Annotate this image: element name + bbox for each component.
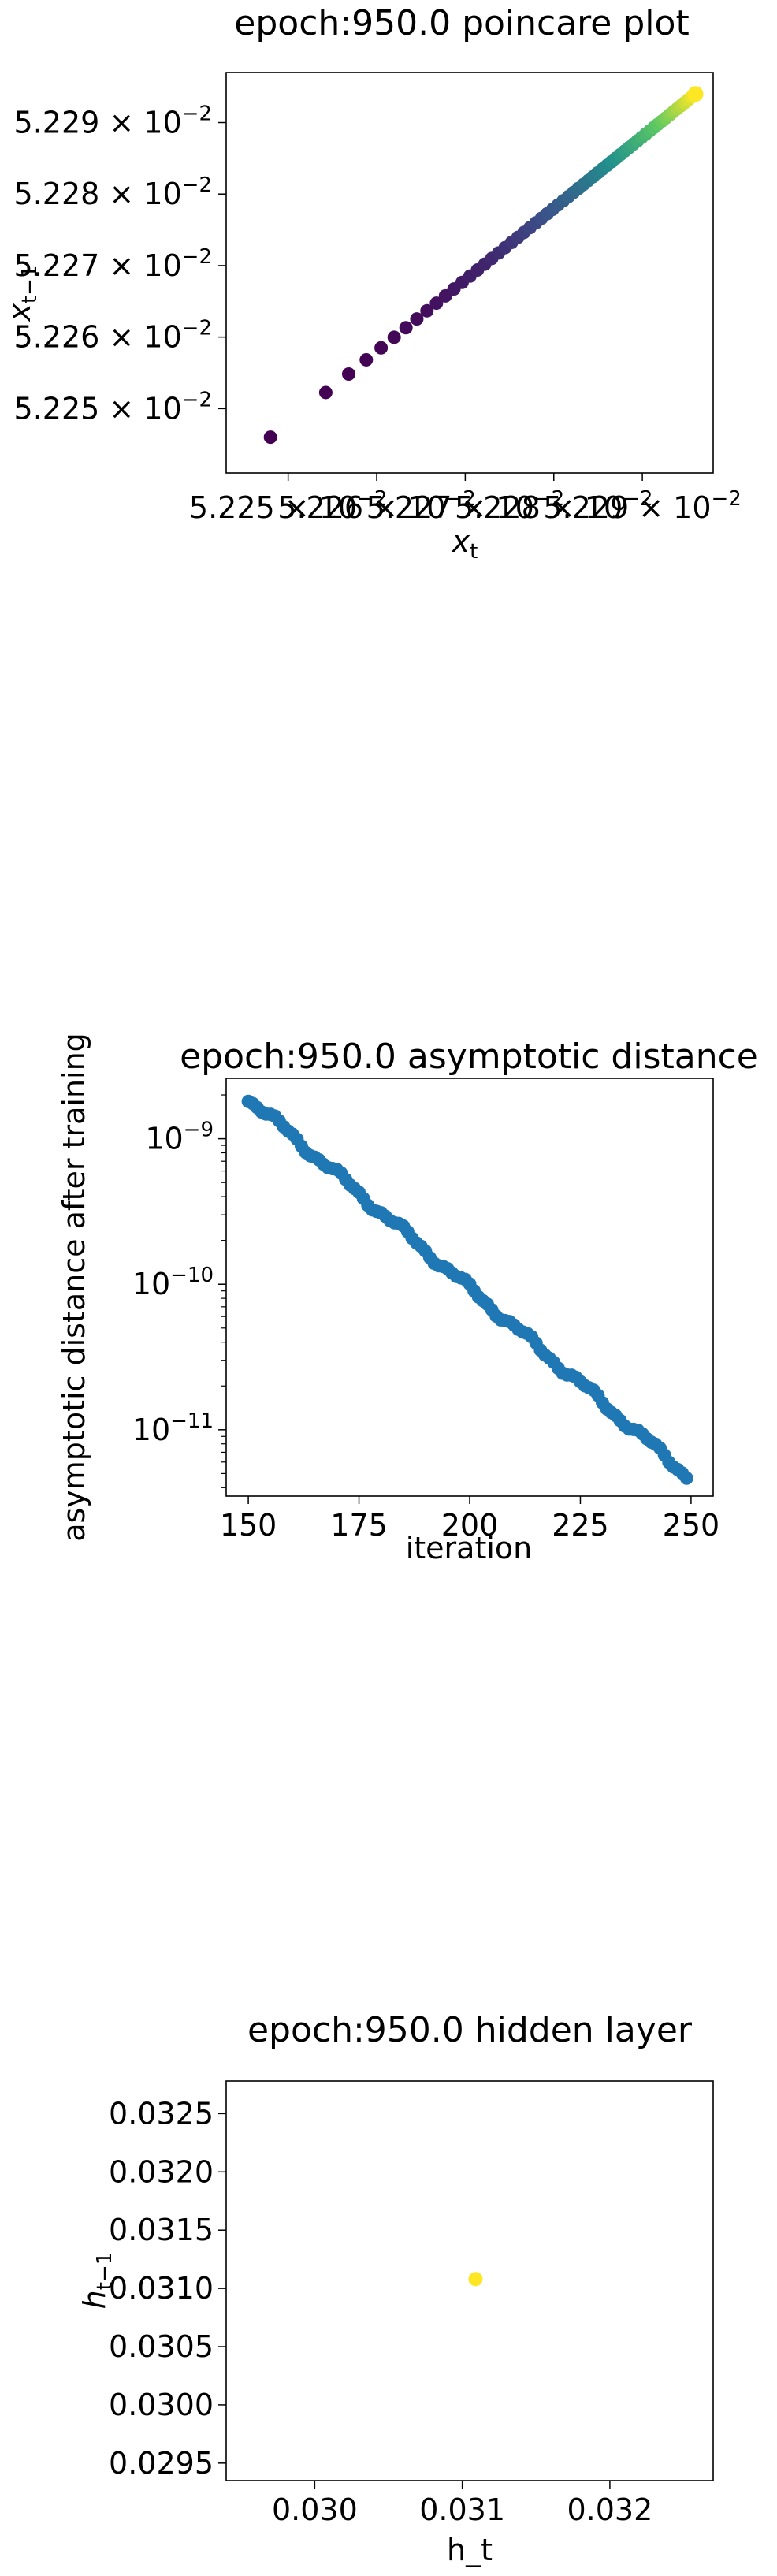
poincare-x-label: xt xyxy=(452,524,478,564)
asymptotic-y-label: asymptotic distance after training xyxy=(57,1033,91,1542)
poincare-point xyxy=(263,430,277,445)
hidden-x-tick-label: 0.031 xyxy=(419,2492,505,2527)
asymptotic-y-tick-label: 10−9 xyxy=(145,1119,214,1156)
asymptotic-y-ticks: 10−9 10−10 10−11 xyxy=(132,1094,226,1488)
poincare-point xyxy=(387,330,401,344)
hidden-y-tick-label: 0.0310 xyxy=(109,2271,214,2306)
asymptotic-x-tick-label: 250 xyxy=(663,1508,720,1543)
distance-point xyxy=(679,1471,693,1485)
hidden-y-label: ht−1 xyxy=(77,2252,117,2310)
hidden-x-ticks: 0.030 0.031 0.032 xyxy=(272,2481,652,2527)
poincare-x-ticks: 5.225 × 10−25.226 × 10−25.227 × 10−25.22… xyxy=(189,473,742,525)
asymptotic-y-tick-label: 10−10 xyxy=(132,1264,214,1301)
poincare-point xyxy=(341,367,355,381)
poincare-chart: epoch:950.0 poincare plot 5.225 × 10−25.… xyxy=(2,3,742,564)
poincare-point xyxy=(687,86,704,102)
poincare-point xyxy=(399,321,413,335)
hidden-layer-chart: epoch:950.0 hidden layer 0.030 0.031 0.032… xyxy=(77,2010,714,2567)
poincare-point xyxy=(410,312,424,326)
poincare-y-tick-label: 5.225 × 10−2 xyxy=(14,388,212,426)
poincare-x-tick-label: 5.229 × 10−2 xyxy=(543,487,741,525)
hidden-y-ticks: 0.0295 0.0300 0.0305 0.0310 0.0315 0.0320 0.03… xyxy=(109,2096,226,2481)
poincare-plot-frame xyxy=(225,72,714,474)
asymptotic-x-tick-label: 175 xyxy=(330,1508,388,1543)
hidden-y-tick-label: 0.0320 xyxy=(109,2154,214,2189)
poincare-point xyxy=(359,352,374,367)
hidden-y-tick-label: 0.0315 xyxy=(109,2213,214,2247)
poincare-point xyxy=(374,341,388,355)
asymptotic-points xyxy=(241,1094,693,1485)
asymptotic-distance-chart: epoch:950.0 asymptotic distance 150 175 20… xyxy=(57,1033,758,1565)
asymptotic-x-label: iteration xyxy=(406,1531,533,1565)
hidden-title: epoch:950.0 hidden layer xyxy=(247,2010,693,2050)
asymptotic-x-tick-label: 200 xyxy=(441,1508,499,1543)
poincare-x-tick-label: 5.227 × 10−2 xyxy=(366,487,564,525)
poincare-y-tick-label: 5.229 × 10−2 xyxy=(14,102,212,140)
hidden-y-tick-label: 0.0325 xyxy=(109,2096,214,2131)
asymptotic-x-ticks: 150 175 200 225 250 xyxy=(220,1496,719,1543)
poincare-y-label: xt−1 xyxy=(2,265,42,322)
poincare-x-tick-label: 5.228 × 10−2 xyxy=(455,487,652,525)
hidden-points xyxy=(468,2272,483,2287)
hidden-y-tick-label: 0.0305 xyxy=(109,2329,214,2364)
hidden-y-tick-label: 0.0300 xyxy=(109,2388,214,2422)
asymptotic-y-tick-label: 10−11 xyxy=(132,1409,214,1447)
hidden-x-tick-label: 0.030 xyxy=(272,2492,358,2527)
hidden-plot-frame xyxy=(225,2080,714,2481)
hidden-x-tick-label: 0.032 xyxy=(567,2492,653,2527)
hidden-y-tick-label: 0.0295 xyxy=(109,2446,214,2481)
hidden-point xyxy=(468,2272,483,2287)
poincare-title: epoch:950.0 poincare plot xyxy=(234,3,689,43)
poincare-y-tick-label: 5.226 × 10−2 xyxy=(14,317,212,355)
poincare-point xyxy=(429,296,444,311)
poincare-x-tick-label: 5.226 × 10−2 xyxy=(277,487,475,525)
poincare-y-ticks: 5.225 × 10−2 5.226 × 10−2 5.227 × 10−2 5.22… xyxy=(14,102,226,426)
poincare-y-tick-label: 5.227 × 10−2 xyxy=(14,245,212,283)
asymptotic-title: epoch:950.0 asymptotic distance xyxy=(180,1037,758,1077)
poincare-y-tick-label: 5.228 × 10−2 xyxy=(14,173,212,211)
asymptotic-x-tick-label: 225 xyxy=(552,1508,609,1543)
asymptotic-x-tick-label: 150 xyxy=(220,1508,277,1543)
poincare-point xyxy=(318,385,333,400)
poincare-x-tick-label: 5.225 × 10−2 xyxy=(189,487,387,525)
poincare-point xyxy=(420,303,434,318)
hidden-x-label: h_t xyxy=(447,2533,493,2567)
poincare-points xyxy=(263,86,704,445)
